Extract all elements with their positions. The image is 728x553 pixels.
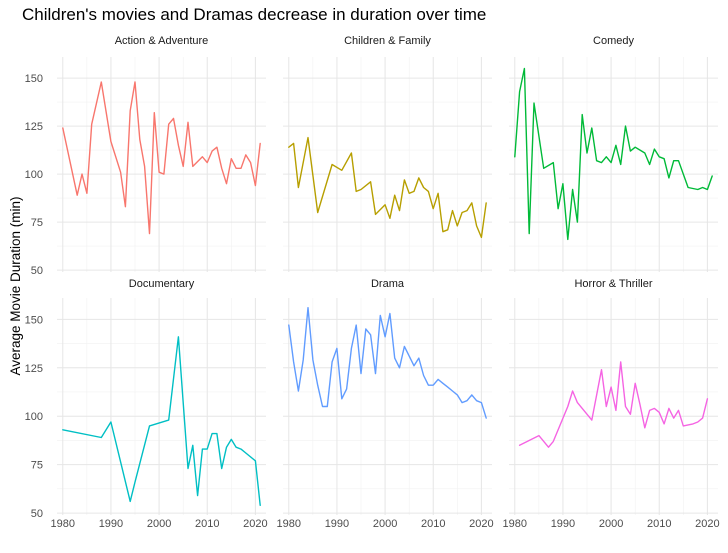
x-tick-label: 2020 xyxy=(469,518,493,530)
x-tick-label: 2020 xyxy=(695,518,719,530)
series-line-action-adventure xyxy=(62,81,261,235)
y-tick-label: 75 xyxy=(31,460,43,472)
facet-panel-children-family: Children & Family xyxy=(283,35,492,272)
series-line-drama xyxy=(288,307,487,419)
facet-panel-action-adventure: Action & Adventure 50 75 100 125 150 xyxy=(25,35,266,277)
series-line-children-family xyxy=(288,136,487,239)
y-tick-label: 150 xyxy=(25,73,43,85)
facet-strip-label: Action & Adventure xyxy=(115,35,209,47)
x-tick-label: 1980 xyxy=(277,518,301,530)
facet-strip-label: Horror & Thriller xyxy=(574,278,652,290)
facet-panel-comedy: Comedy xyxy=(509,35,718,272)
x-tick-label: 1990 xyxy=(325,518,349,530)
series-line-documentary xyxy=(62,336,261,506)
x-tick-label: 1990 xyxy=(99,518,123,530)
series-line-comedy xyxy=(514,67,713,241)
facet-strip-label: Documentary xyxy=(129,278,195,290)
y-tick-label: 50 xyxy=(31,508,43,520)
y-tick-label: 50 xyxy=(31,265,43,277)
x-tick-label: 2010 xyxy=(421,518,445,530)
x-tick-label: 2000 xyxy=(147,518,171,530)
y-tick-label: 75 xyxy=(31,217,43,229)
facet-strip-label: Children & Family xyxy=(344,35,431,47)
x-tick-label: 2000 xyxy=(373,518,397,530)
facet-panels: Action & Adventure 50 75 100 125 150 Children … xyxy=(25,35,720,530)
y-tick-label: 125 xyxy=(25,121,43,133)
facet-panel-drama: Drama 1980 1990 2000 2010 2020 xyxy=(277,278,494,530)
y-tick-label: 125 xyxy=(25,363,43,375)
y-tick-label: 100 xyxy=(25,169,43,181)
facet-strip-label: Drama xyxy=(371,278,405,290)
x-tick-label: 1980 xyxy=(51,518,75,530)
y-tick-label: 100 xyxy=(25,411,43,423)
x-tick-label: 1990 xyxy=(551,518,575,530)
y-axis-title: Average Movie Duration (min) xyxy=(8,196,23,375)
facet-panel-horror-thriller: Horror & Thriller 1980 1990 2000 2010 2020 xyxy=(503,278,720,530)
facet-strip-label: Comedy xyxy=(593,35,634,47)
chart-title: Children's movies and Dramas decrease in… xyxy=(22,5,486,24)
series-line-horror-thriller xyxy=(518,361,709,448)
x-tick-label: 2010 xyxy=(195,518,219,530)
facet-panel-documentary: Documentary 50 75 100 125 150 1980 1990 2000 2010… xyxy=(25,278,268,530)
x-tick-label: 2020 xyxy=(243,518,267,530)
x-tick-label: 1980 xyxy=(503,518,527,530)
x-tick-label: 2000 xyxy=(599,518,623,530)
x-tick-label: 2010 xyxy=(647,518,671,530)
y-tick-label: 150 xyxy=(25,314,43,326)
